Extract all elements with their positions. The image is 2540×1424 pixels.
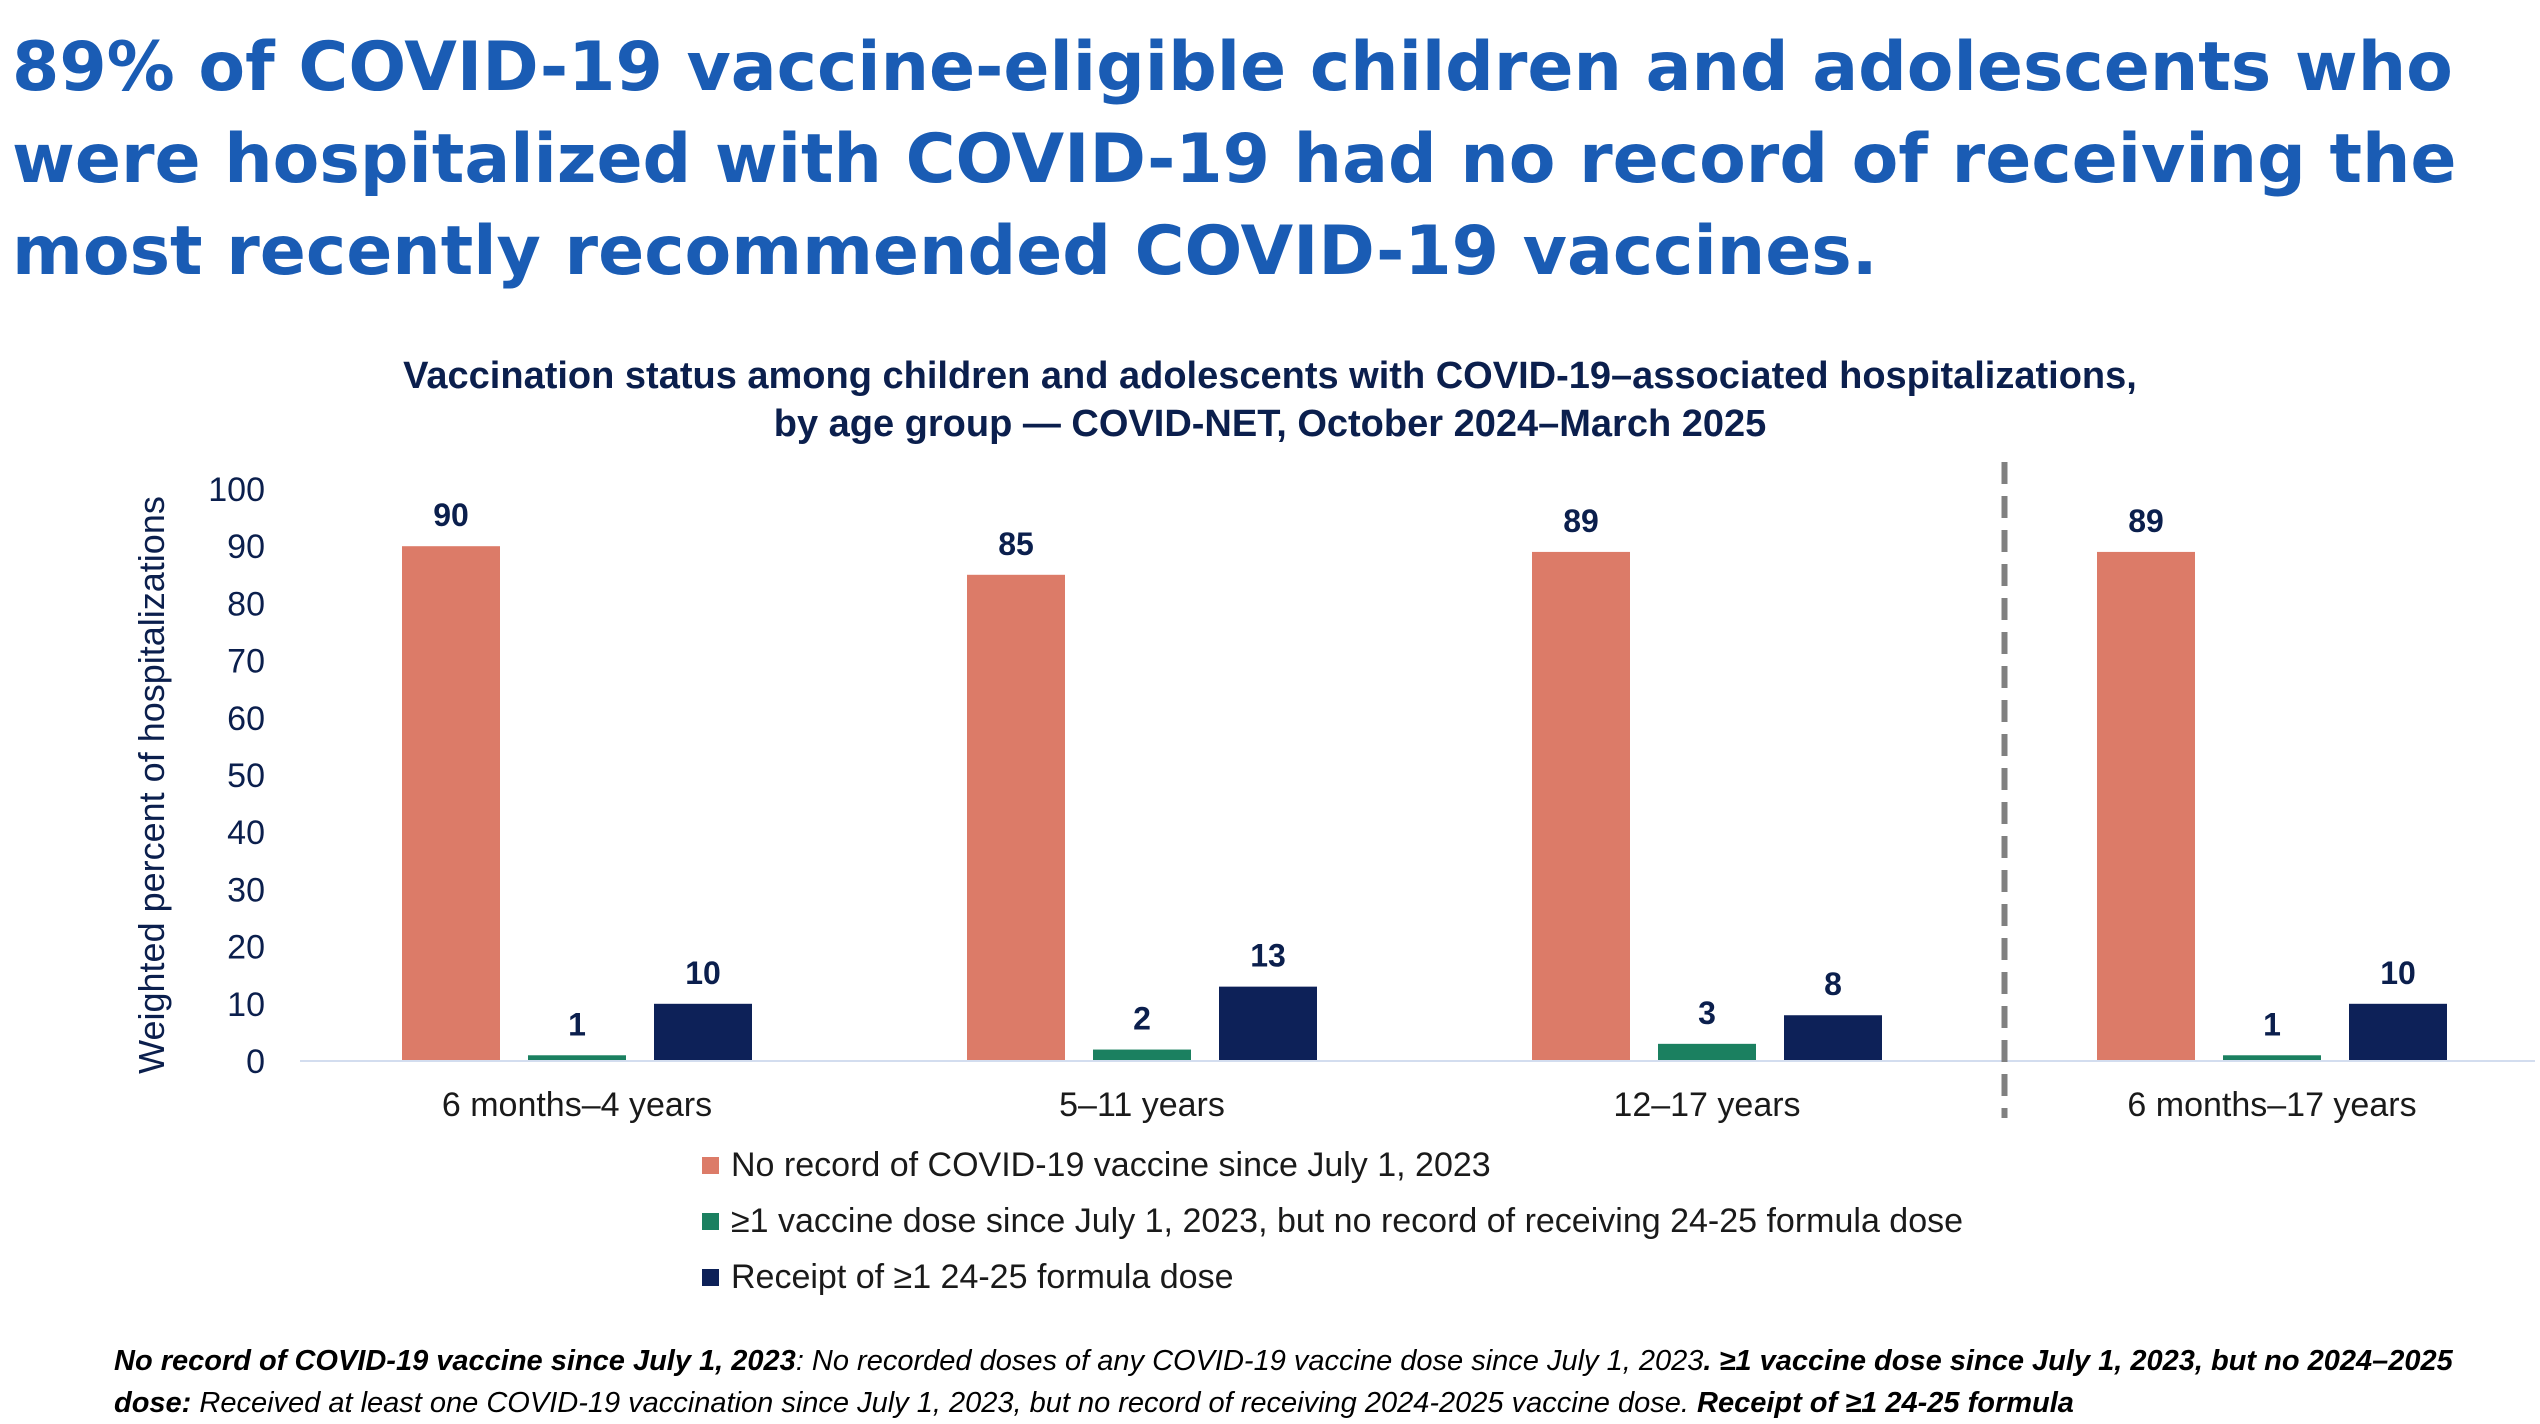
y-axis: 0 10 20 30 40 50 60 70 80 90 100 Weighted percent o… [131, 471, 265, 1081]
footnote-text-no-record: : No recorded doses of any COVID-19 vacc… [795, 1345, 1704, 1377]
x-axis: 6 months–4 years 5–11 years 12–17 years 6 m… [300, 462, 2535, 1124]
data-label: 3 [1698, 995, 1716, 1031]
legend: No record of COVID-19 vaccine since July… [702, 1145, 1963, 1313]
y-tick-label: 100 [208, 471, 265, 509]
bar [2097, 551, 2195, 1061]
data-label: 8 [1824, 966, 1842, 1002]
y-tick-label: 40 [227, 814, 265, 852]
y-tick-label: 50 [227, 757, 265, 795]
legend-item-no-record: No record of COVID-19 vaccine since July… [702, 1145, 1963, 1185]
bar [2349, 1003, 2447, 1061]
data-label: 2 [1133, 1001, 1151, 1037]
legend-swatch-no-record [702, 1156, 719, 1174]
data-label: 1 [2263, 1006, 2281, 1042]
x-category-label: 6 months–17 years [2127, 1086, 2416, 1124]
y-tick-label: 80 [227, 585, 265, 623]
bars [402, 546, 2447, 1061]
chart-title: Vaccination status among children and ad… [0, 352, 2540, 448]
legend-label-receipt: Receipt of ≥1 24-25 formula dose [731, 1257, 1234, 1296]
bar [528, 1055, 626, 1061]
legend-swatch-one-dose [702, 1212, 719, 1230]
bar [967, 574, 1065, 1061]
y-tick-label: 60 [227, 700, 265, 738]
data-label: 13 [1250, 938, 1286, 974]
bar [2223, 1055, 2321, 1061]
y-axis-title: Weighted percent of hospitalizations [131, 496, 172, 1074]
bar [1532, 551, 1630, 1061]
x-category-label: 5–11 years [1059, 1086, 1225, 1124]
y-tick-label: 70 [227, 643, 265, 681]
footnote-term-receipt: Receipt of ≥1 24-25 formula [1688, 1387, 2074, 1419]
data-label: 1 [568, 1006, 586, 1042]
x-category-label: 12–17 years [1613, 1086, 1800, 1124]
x-category-label: 6 months–4 years [442, 1086, 712, 1124]
legend-item-receipt: Receipt of ≥1 24-25 formula dose [702, 1257, 1963, 1297]
y-tick-label: 30 [227, 871, 265, 909]
legend-item-one-dose: ≥1 vaccine dose since July 1, 2023, but … [702, 1201, 1963, 1241]
data-label: 10 [685, 955, 721, 991]
legend-swatch-receipt [702, 1268, 719, 1286]
data-label: 89 [2128, 503, 2164, 539]
bar [1658, 1043, 1756, 1061]
chart-title-line-1: Vaccination status among children and ad… [403, 355, 2137, 397]
y-tick-label: 0 [246, 1043, 265, 1081]
footnote-term-one-dose: . ≥1 vaccine dose since July 1, 2023, bu… [114, 1345, 2453, 1419]
data-label: 10 [2380, 955, 2416, 991]
footnote-term-no-record: No record of COVID-19 vaccine since July… [114, 1345, 796, 1377]
bar [1093, 1049, 1191, 1061]
data-label: 90 [433, 497, 469, 533]
data-label: 85 [998, 526, 1034, 562]
footnote-text-one-dose: Received at least one COVID-19 vaccinati… [191, 1387, 1689, 1419]
footnote: No record of COVID-19 vaccine since July… [114, 1340, 2514, 1424]
y-tick-label: 90 [227, 528, 265, 566]
bar [1784, 1015, 1882, 1061]
legend-label-no-record: No record of COVID-19 vaccine since July… [731, 1145, 1491, 1184]
chart-title-line-2: by age group — COVID-NET, October 2024–M… [773, 403, 1767, 445]
headline: 89% of COVID-19 vaccine-eligible childre… [12, 28, 2457, 291]
bar [1219, 986, 1317, 1061]
legend-label-one-dose: ≥1 vaccine dose since July 1, 2023, but … [731, 1201, 1964, 1240]
y-tick-label: 10 [227, 986, 265, 1024]
bar [402, 546, 500, 1061]
data-labels: 90 85 89 89 1 2 3 1 10 13 8 10 [433, 497, 2416, 1042]
bar [654, 1003, 752, 1061]
y-tick-label: 20 [227, 929, 265, 967]
data-label: 89 [1563, 503, 1599, 539]
